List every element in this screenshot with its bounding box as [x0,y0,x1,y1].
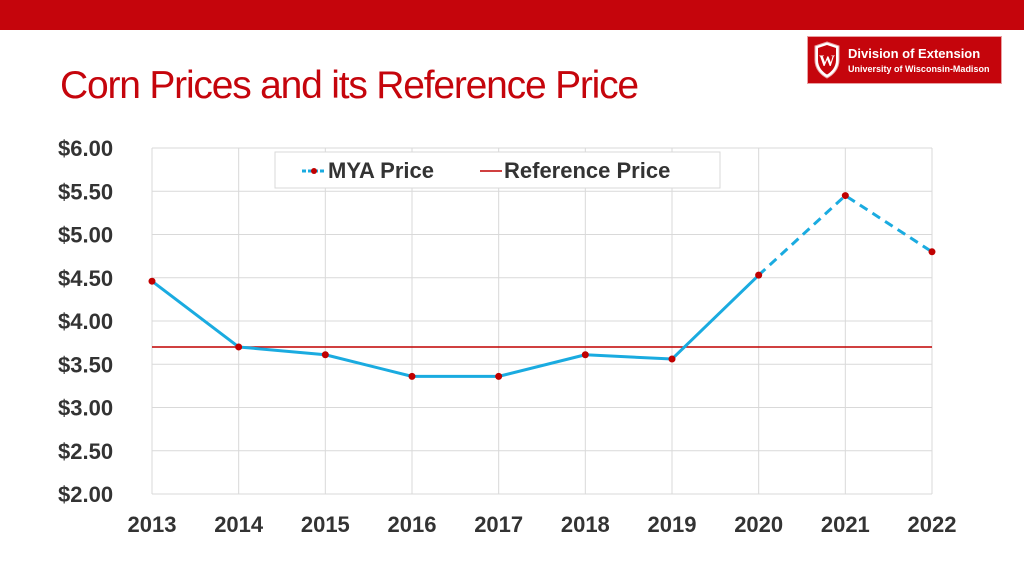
legend-mya-label: MYA Price [328,158,434,183]
mya-price-line-actual [151,274,760,378]
y-tick-label: $5.00 [58,223,113,248]
mya-price-point [928,248,936,256]
y-axis-tick-labels: $2.00 $2.50 $3.00 $3.50 $4.00 $4.50 $5.00 $5.50… [58,136,113,507]
x-tick-label: 2022 [908,512,957,537]
mya-price-markers [148,192,936,380]
top-accent-bar [0,0,1024,30]
y-tick-label: $5.50 [58,179,113,204]
gridlines [151,147,933,495]
logo-line-1: Division of Extension [848,46,981,61]
x-tick-label: 2014 [214,512,264,537]
legend-reference-label: Reference Price [504,158,670,183]
mya-price-series [151,193,933,378]
mya-price-line-projected [757,193,933,277]
mya-price-point [668,355,676,363]
x-tick-label: 2013 [128,512,177,537]
svg-text:W: W [819,53,835,70]
uw-crest-icon: W [814,41,840,79]
y-tick-label: $3.50 [58,352,113,377]
x-tick-label: 2015 [301,512,350,537]
x-tick-label: 2021 [821,512,870,537]
y-tick-label: $2.50 [58,439,113,464]
x-tick-label: 2018 [561,512,610,537]
x-axis-tick-labels: 2013 2014 2015 2016 2017 2018 2019 2020 2021 2022 [128,512,957,537]
mya-price-point [495,372,503,380]
mya-price-point [235,343,243,351]
y-tick-label: $3.00 [58,396,113,421]
y-tick-label: $4.50 [58,266,113,291]
logo-line-2: University of Wisconsin-Madison [848,64,990,74]
mya-price-point [581,351,589,359]
y-tick-label: $2.00 [58,482,113,507]
y-tick-label: $4.00 [58,309,113,334]
mya-price-point [841,192,849,200]
x-tick-label: 2016 [388,512,437,537]
extension-logo: W Division of Extension University of Wi… [807,36,1002,84]
chart-legend: MYA Price Reference Price [274,151,721,189]
x-tick-label: 2017 [474,512,523,537]
y-tick-label: $6.00 [58,136,113,161]
mya-price-point [321,351,329,359]
x-tick-label: 2019 [648,512,697,537]
mya-price-point [755,271,763,279]
mya-price-point [148,277,156,285]
x-tick-label: 2020 [734,512,783,537]
slide-title: Corn Prices and its Reference Price [60,64,639,107]
legend-mya-marker [311,168,317,174]
mya-price-point [408,372,416,380]
